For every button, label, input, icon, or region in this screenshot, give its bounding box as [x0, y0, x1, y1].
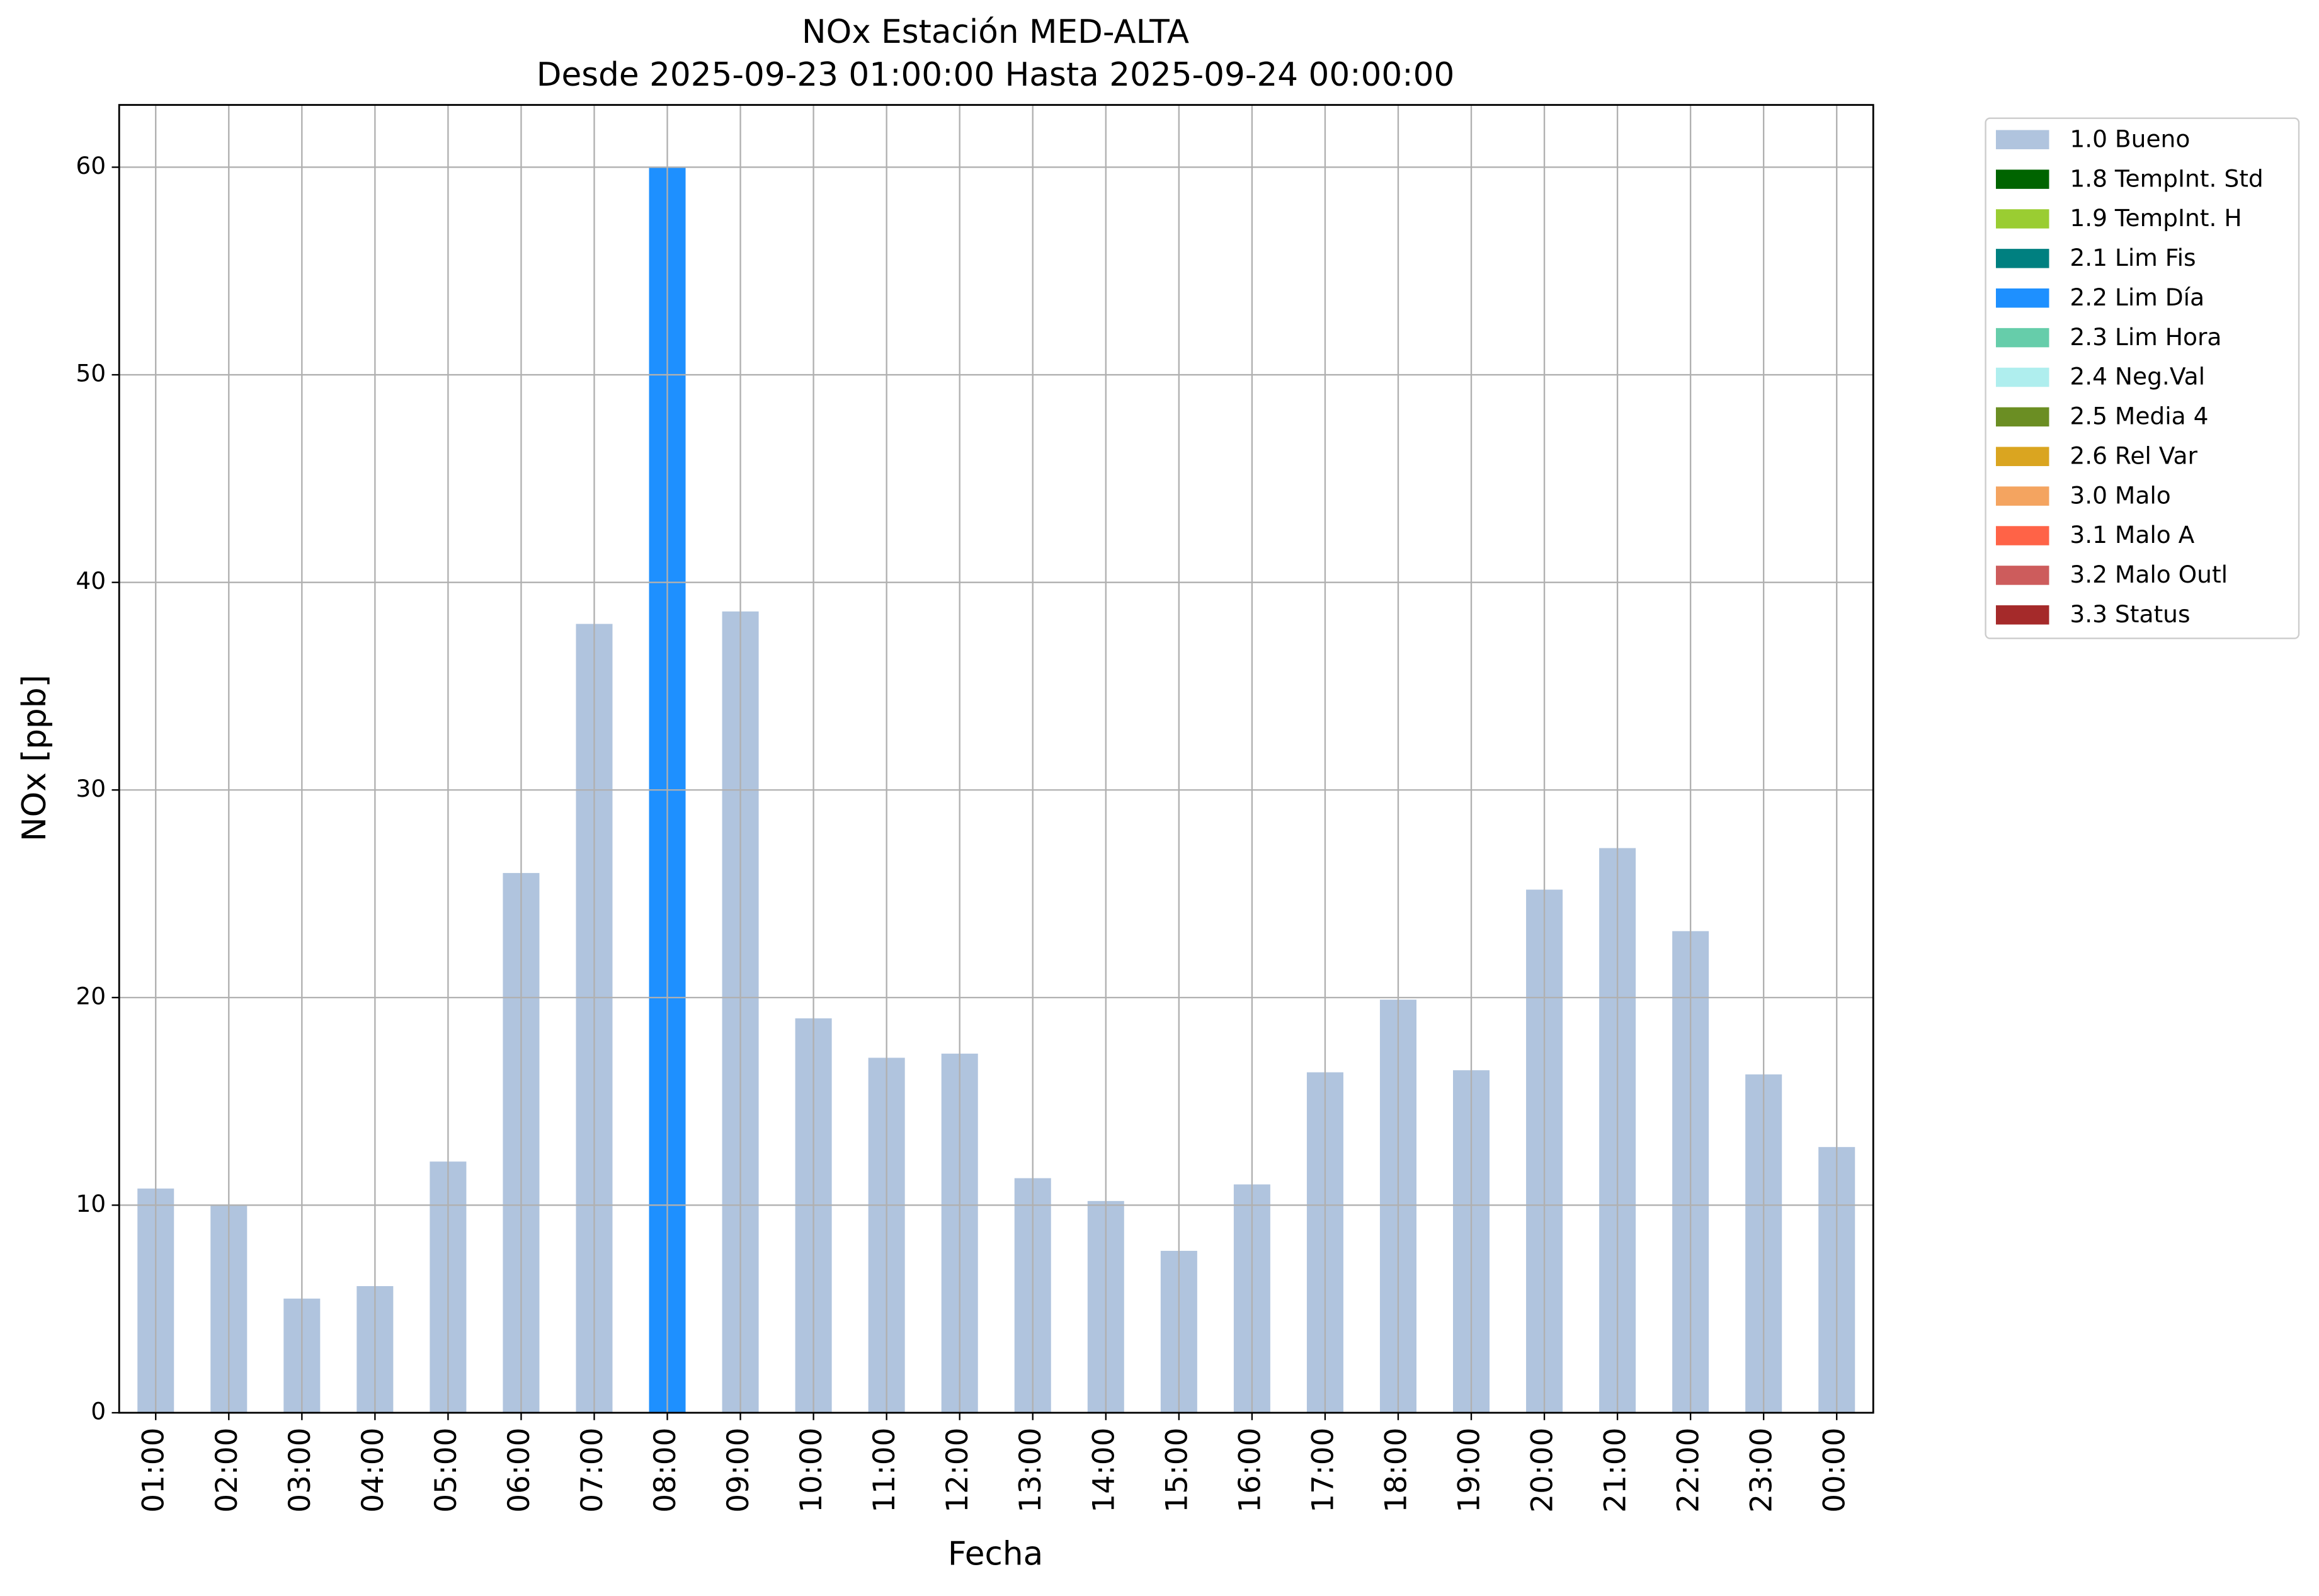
- x-tick-label: 09:00: [721, 1428, 756, 1513]
- legend-swatch: [1996, 328, 2049, 348]
- x-tick-label: 00:00: [1818, 1428, 1852, 1513]
- x-tick-label: 14:00: [1086, 1428, 1121, 1513]
- legend-label: 3.0 Malo: [2070, 481, 2170, 509]
- legend-swatch: [1996, 526, 2049, 545]
- legend-swatch: [1996, 566, 2049, 585]
- y-tick-label: 60: [76, 152, 106, 180]
- legend-swatch: [1996, 486, 2049, 506]
- x-tick-label: 11:00: [867, 1428, 902, 1513]
- x-axis-label: Fecha: [948, 1536, 1043, 1573]
- legend-swatch: [1996, 209, 2049, 229]
- legend-label: 2.1 Lim Fis: [2070, 244, 2196, 271]
- x-tick-label: 19:00: [1452, 1428, 1487, 1513]
- x-tick-label: 06:00: [502, 1428, 537, 1513]
- legend-swatch: [1996, 367, 2049, 387]
- y-tick-label: 10: [76, 1190, 106, 1217]
- x-tick-label: 08:00: [648, 1428, 683, 1513]
- x-tick-label: 01:00: [137, 1428, 171, 1513]
- x-tick-label: 22:00: [1672, 1428, 1706, 1513]
- y-tick-label: 20: [76, 982, 106, 1010]
- legend-swatch: [1996, 605, 2049, 625]
- y-tick-label: 50: [76, 360, 106, 387]
- x-tick-label: 17:00: [1306, 1428, 1340, 1513]
- legend-label: 2.2 Lim Día: [2070, 283, 2204, 311]
- legend-swatch: [1996, 447, 2049, 467]
- legend-label: 2.4 Neg.Val: [2070, 363, 2205, 390]
- x-tick-label: 23:00: [1745, 1428, 1779, 1513]
- x-tick-label: 18:00: [1379, 1428, 1413, 1513]
- legend-swatch: [1996, 407, 2049, 427]
- y-tick-label: 30: [76, 775, 106, 802]
- x-tick-label: 03:00: [283, 1428, 317, 1513]
- plot-frame: [118, 104, 1874, 1414]
- legend-label: 2.6 Rel Var: [2070, 442, 2197, 469]
- legend-label: 1.9 TempInt. H: [2070, 204, 2242, 232]
- x-tick-label: 10:00: [794, 1428, 829, 1513]
- legend-box: [1985, 117, 2300, 639]
- legend-label: 1.0 Bueno: [2070, 125, 2190, 152]
- y-tick-label: 0: [91, 1398, 106, 1425]
- legend-swatch: [1996, 249, 2049, 268]
- legend-label: 1.8 TempInt. Std: [2070, 164, 2263, 192]
- y-tick-label: 40: [76, 567, 106, 595]
- legend-label: 2.5 Media 4: [2070, 402, 2208, 430]
- legend-label: 3.1 Malo A: [2070, 521, 2194, 549]
- chart-title: NOx Estación MED-ALTA: [802, 13, 1189, 51]
- x-tick-label: 02:00: [210, 1428, 244, 1513]
- legend-label: 2.3 Lim Hora: [2070, 323, 2221, 351]
- legend: 1.0 Bueno 1.8 TempInt. Std 1.9 TempInt. H 2…: [1996, 125, 2264, 628]
- legend-swatch: [1996, 130, 2049, 149]
- x-tick-label: 04:00: [356, 1428, 390, 1513]
- legend-swatch: [1996, 288, 2049, 308]
- x-tick-label: 16:00: [1233, 1428, 1267, 1513]
- axes: 0 10 20 30 40 50 60 01:00 02:00 03:00 04:00 05:00 06…: [76, 152, 1852, 1513]
- x-tick-label: 15:00: [1160, 1428, 1194, 1513]
- x-tick-label: 21:00: [1598, 1428, 1633, 1513]
- x-tick-label: 13:00: [1013, 1428, 1048, 1513]
- chart-subtitle: Desde 2025-09-23 01:00:00 Hasta 2025-09-…: [537, 56, 1455, 94]
- x-tick-label: 05:00: [429, 1428, 464, 1513]
- y-axis-label: NOx [ppb]: [16, 675, 54, 841]
- legend-label: 3.3 Status: [2070, 600, 2190, 628]
- x-tick-label: 12:00: [940, 1428, 975, 1513]
- x-tick-label: 07:00: [575, 1428, 610, 1513]
- legend-swatch: [1996, 169, 2049, 189]
- x-tick-label: 20:00: [1525, 1428, 1560, 1513]
- legend-label: 3.2 Malo Outl: [2070, 561, 2228, 588]
